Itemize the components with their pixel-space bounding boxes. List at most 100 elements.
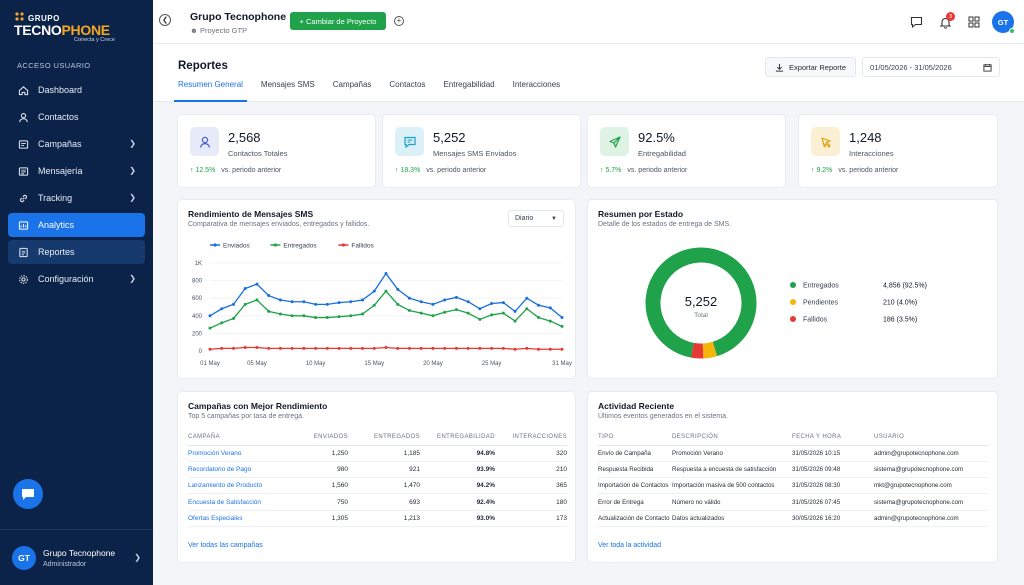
user-role: Administrador (43, 560, 87, 568)
data-point (302, 300, 306, 304)
data-point (314, 316, 318, 320)
chat-support-button[interactable] (13, 479, 43, 509)
data-point (431, 302, 435, 306)
campaign-name[interactable]: Encuesta de Satisfacción (188, 493, 292, 511)
tab-mensajes-sms[interactable]: Mensajes SMS (260, 80, 315, 89)
sent-count: 1,560 (292, 477, 348, 495)
data-point (243, 287, 247, 291)
data-point (548, 319, 552, 323)
data-point (361, 346, 365, 350)
table-row[interactable]: Ofertas Especiales 1,305 1,213 93.0% 173 (188, 510, 567, 527)
sidebar-item-label: Dashboard (38, 85, 83, 95)
interactions-count: 365 (495, 477, 567, 495)
chevron-right-icon: ❯ (129, 274, 136, 283)
col-header: ENVIADOS (292, 429, 348, 446)
campaign-name[interactable]: Lanzamiento de Producto (188, 477, 292, 495)
sms-line-chart: Enviados Entregados Fallidos 0 200 400 600 800 1… (192, 243, 572, 368)
card-title: Resumen por Estado (598, 209, 684, 219)
tab-resumen-general[interactable]: Resumen General (174, 80, 247, 102)
chat-button[interactable] (905, 11, 927, 33)
x-tick-label: 31 May (552, 361, 572, 367)
series-line-entregados (209, 290, 563, 329)
kpi-change-value: ↑ 5.7% (600, 167, 622, 174)
activity-description: Promoción Verano (672, 445, 792, 462)
delivered-count: 1,470 (348, 477, 420, 495)
legend-value: 210 (4.0%) (883, 299, 917, 306)
chevron-right-icon: ❯ (129, 193, 136, 202)
data-point (290, 300, 294, 304)
card-title: Campañas con Mejor Rendimiento (188, 401, 328, 411)
table-row: Importación de Contactos Importación masi… (598, 477, 988, 495)
data-point (302, 346, 306, 350)
data-point (267, 309, 271, 313)
sidebar-item-label: Mensajería (38, 166, 83, 176)
donut-slice-fallidos (691, 342, 704, 359)
delivered-count: 921 (348, 461, 420, 479)
change-project-button[interactable]: + Cambiar de Proyecto (290, 12, 386, 30)
period-select[interactable]: Diario ▼ (508, 210, 564, 227)
table-row[interactable]: Encuesta de Satisfacción 750 693 92.4% 180 (188, 493, 567, 511)
export-report-label: Exportar Reporte (788, 62, 847, 72)
brand-logo[interactable]: GRUPO TECNOPHONE Conecta y Crece (0, 0, 153, 52)
sidebar-item-contactos[interactable]: Contactos (8, 105, 145, 129)
table-row[interactable]: Recordatorio de Pago 980 921 93.9% 210 (188, 461, 567, 479)
table-row[interactable]: Promoción Verano 1,250 1,185 94.8% 320 (188, 445, 567, 462)
campaign-name[interactable]: Promoción Verano (188, 445, 292, 462)
data-point (501, 301, 505, 305)
gear-icon (17, 273, 29, 285)
user-profile[interactable]: GT Grupo Tecnophone Administrador ❯ (0, 529, 153, 585)
back-button[interactable]: ❮ (159, 14, 171, 26)
activity-datetime: 30/05/2026 16:20 (792, 510, 874, 527)
deliverability-rate: 92.4% (420, 493, 495, 511)
activity-type: Respuesta Recibida (598, 461, 672, 479)
brand-name: TECNOPHONE (14, 23, 139, 37)
col-header: FECHA Y HORA (792, 429, 874, 446)
view-all-campaigns-link[interactable]: Ver todas las campañas (188, 542, 263, 549)
data-point (513, 309, 517, 313)
data-point (454, 308, 458, 312)
apps-button[interactable] (963, 11, 985, 33)
notification-badge: 3 (946, 12, 955, 21)
data-point (466, 300, 470, 304)
org-name: Grupo Tecnophone (190, 11, 287, 23)
data-point (560, 324, 564, 328)
sidebar-item-configuracion[interactable]: Configuración ❯ (8, 267, 145, 291)
deliverability-rate: 94.2% (420, 477, 495, 495)
data-point (243, 302, 247, 306)
campaign-name[interactable]: Recordatorio de Pago (188, 461, 292, 479)
campaign-name[interactable]: Ofertas Especiales (188, 510, 292, 527)
sidebar-item-dashboard[interactable]: Dashboard (8, 78, 145, 102)
sidebar-item-analytics[interactable]: Analytics (8, 213, 145, 237)
table-row: Error de Entrega Número no válido 31/05/20… (598, 493, 988, 511)
export-report-button[interactable]: Exportar Reporte (765, 57, 856, 77)
donut-slice-pendientes (702, 341, 718, 359)
brand-part2: PHONE (61, 22, 111, 38)
legend-dot (790, 282, 796, 288)
notifications-button[interactable]: 3 (934, 11, 956, 33)
add-circle-button[interactable]: + (394, 16, 404, 26)
sidebar-item-tracking[interactable]: Tracking ❯ (8, 186, 145, 210)
sidebar-item-campanas[interactable]: Campañas ❯ (8, 132, 145, 156)
data-point (431, 314, 435, 318)
profile-button[interactable]: GT (992, 11, 1015, 34)
tab-entregabilidad[interactable]: Entregabilidad (443, 80, 495, 89)
data-point (466, 311, 470, 315)
kpi-label: Interacciones (849, 149, 894, 158)
legend-label: Entregados (283, 243, 317, 250)
sidebar-item-mensajeria[interactable]: Mensajería ❯ (8, 159, 145, 183)
table-row[interactable]: Lanzamiento de Producto 1,560 1,470 94.2% 36… (188, 477, 567, 495)
tab-interacciones[interactable]: Interacciones (512, 80, 561, 89)
legend-item: Enviados (210, 243, 250, 250)
donut-slice-entregados (645, 247, 757, 358)
table-row: Actualización de Contacto Datos actualiza… (598, 510, 988, 527)
tab-campanas[interactable]: Campañas (332, 80, 372, 89)
data-point (454, 346, 458, 350)
activity-table: TIPO DESCRIPCIÓN FECHA Y HORA USUARIO En… (598, 429, 988, 527)
kpi-compare: vs. periodo anterior (221, 167, 282, 174)
sidebar-item-reportes[interactable]: Reportes (8, 240, 145, 264)
date-range-picker[interactable]: 01/05/2026 - 31/05/2026 (862, 57, 1000, 77)
data-point (478, 307, 482, 311)
view-all-activity-link[interactable]: Ver toda la actividad (598, 542, 662, 549)
tab-contactos[interactable]: Contactos (389, 80, 426, 89)
data-point (255, 282, 259, 286)
